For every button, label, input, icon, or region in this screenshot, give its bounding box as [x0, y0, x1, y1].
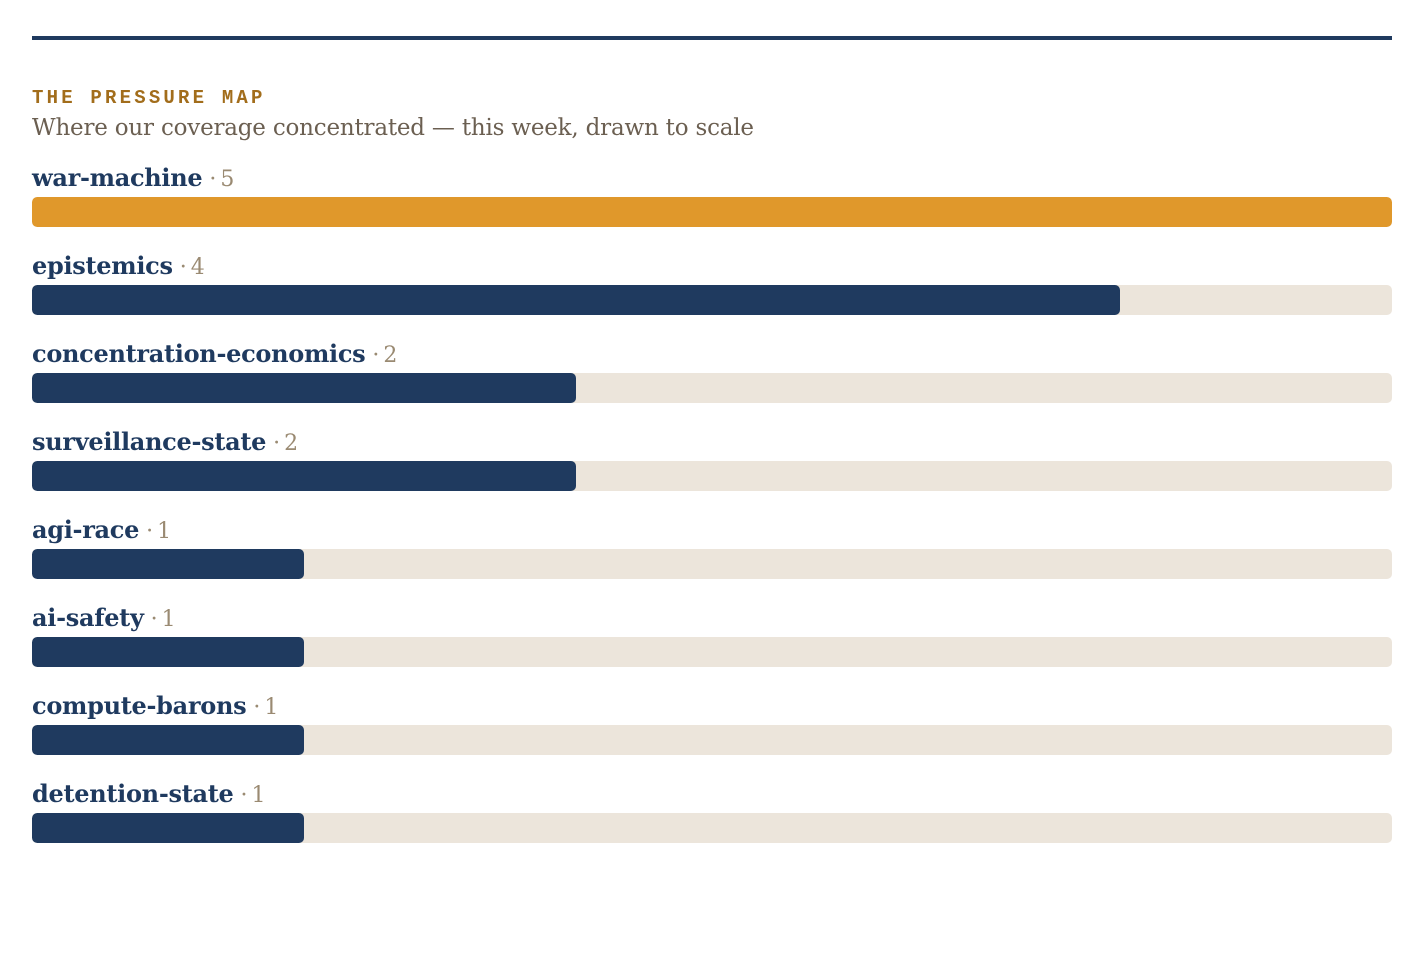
- value-label: 2: [383, 343, 398, 368]
- bar-row-surveillance-state: surveillance-state · 2: [32, 427, 1392, 515]
- bar-row-detention-state: detention-state · 1: [32, 779, 1392, 867]
- value-label: 1: [161, 607, 176, 632]
- bar-track: [32, 549, 1392, 579]
- category-label: ai-safety: [32, 603, 144, 632]
- pressure-map: THE PRESSURE MAP Where our coverage conc…: [32, 36, 1392, 867]
- chart-subtitle: Where our coverage concentrated — this w…: [32, 115, 754, 141]
- category-label: concentration-economics: [32, 339, 366, 368]
- separator-dot: ·: [209, 167, 217, 192]
- value-label: 4: [190, 255, 205, 280]
- bar-agi-race: [32, 549, 304, 579]
- category-label: war-machine: [32, 163, 203, 192]
- bar-label: war-machine · 5: [32, 163, 1392, 197]
- bar-concentration-economics: [32, 373, 576, 403]
- bar-row-war-machine: war-machine · 5: [32, 163, 1392, 251]
- bar-epistemics: [32, 285, 1120, 315]
- bar-label: ai-safety · 1: [32, 603, 1392, 637]
- value-label: 1: [251, 783, 266, 808]
- category-label: detention-state: [32, 779, 234, 808]
- value-label: 1: [157, 519, 172, 544]
- top-rule: [32, 36, 1392, 40]
- bar-track: [32, 461, 1392, 491]
- separator-dot: ·: [253, 695, 261, 720]
- bar-row-concentration-economics: concentration-economics · 2: [32, 339, 1392, 427]
- bar-track: [32, 285, 1392, 315]
- bar-label: agi-race · 1: [32, 515, 1392, 549]
- value-label: 2: [284, 431, 299, 456]
- bar-row-compute-barons: compute-barons · 1: [32, 691, 1392, 779]
- bar-label: detention-state · 1: [32, 779, 1392, 813]
- separator-dot: ·: [273, 431, 281, 456]
- bar-track: [32, 197, 1392, 227]
- bar-surveillance-state: [32, 461, 576, 491]
- separator-dot: ·: [179, 255, 187, 280]
- bar-track: [32, 637, 1392, 667]
- bar-label: surveillance-state · 2: [32, 427, 1392, 461]
- bar-track: [32, 373, 1392, 403]
- bar-compute-barons: [32, 725, 304, 755]
- bar-track: [32, 813, 1392, 843]
- value-label: 1: [264, 695, 279, 720]
- separator-dot: ·: [146, 519, 154, 544]
- bar-detention-state: [32, 813, 304, 843]
- bar-track: [32, 725, 1392, 755]
- bar-label: epistemics · 4: [32, 251, 1392, 285]
- bar-label: compute-barons · 1: [32, 691, 1392, 725]
- bar-row-agi-race: agi-race · 1: [32, 515, 1392, 603]
- category-label: compute-barons: [32, 691, 247, 720]
- bar-war-machine: [32, 197, 1392, 227]
- separator-dot: ·: [150, 607, 158, 632]
- bar-ai-safety: [32, 637, 304, 667]
- bar-row-epistemics: epistemics · 4: [32, 251, 1392, 339]
- chart-kicker: THE PRESSURE MAP: [32, 87, 266, 109]
- bar-rows: war-machine · 5 epistemics · 4 concentration-e…: [32, 163, 1392, 867]
- category-label: surveillance-state: [32, 427, 267, 456]
- separator-dot: ·: [240, 783, 248, 808]
- value-label: 5: [220, 167, 235, 192]
- bar-label: concentration-economics · 2: [32, 339, 1392, 373]
- category-label: epistemics: [32, 251, 173, 280]
- bar-row-ai-safety: ai-safety · 1: [32, 603, 1392, 691]
- separator-dot: ·: [372, 343, 380, 368]
- category-label: agi-race: [32, 515, 140, 544]
